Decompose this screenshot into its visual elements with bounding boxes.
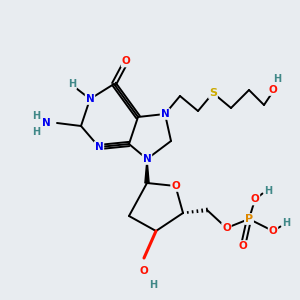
Text: S: S (209, 88, 217, 98)
Text: O: O (122, 56, 130, 67)
Text: O: O (268, 226, 278, 236)
Text: N: N (94, 142, 103, 152)
Text: N: N (142, 154, 152, 164)
Text: H: H (273, 74, 282, 85)
Text: P: P (245, 214, 253, 224)
Text: H: H (264, 185, 273, 196)
Text: H: H (149, 280, 157, 290)
Text: H: H (68, 79, 76, 89)
Text: O: O (250, 194, 260, 205)
Text: N: N (160, 109, 169, 119)
Text: O: O (222, 223, 231, 233)
Text: H: H (32, 110, 40, 121)
Text: N: N (85, 94, 94, 104)
Text: N: N (42, 118, 51, 128)
Text: O: O (268, 85, 278, 95)
Text: O: O (238, 241, 247, 251)
Text: O: O (171, 181, 180, 191)
Text: O: O (140, 266, 148, 277)
Polygon shape (145, 159, 149, 183)
Text: H: H (282, 218, 291, 229)
Text: H: H (32, 127, 40, 137)
